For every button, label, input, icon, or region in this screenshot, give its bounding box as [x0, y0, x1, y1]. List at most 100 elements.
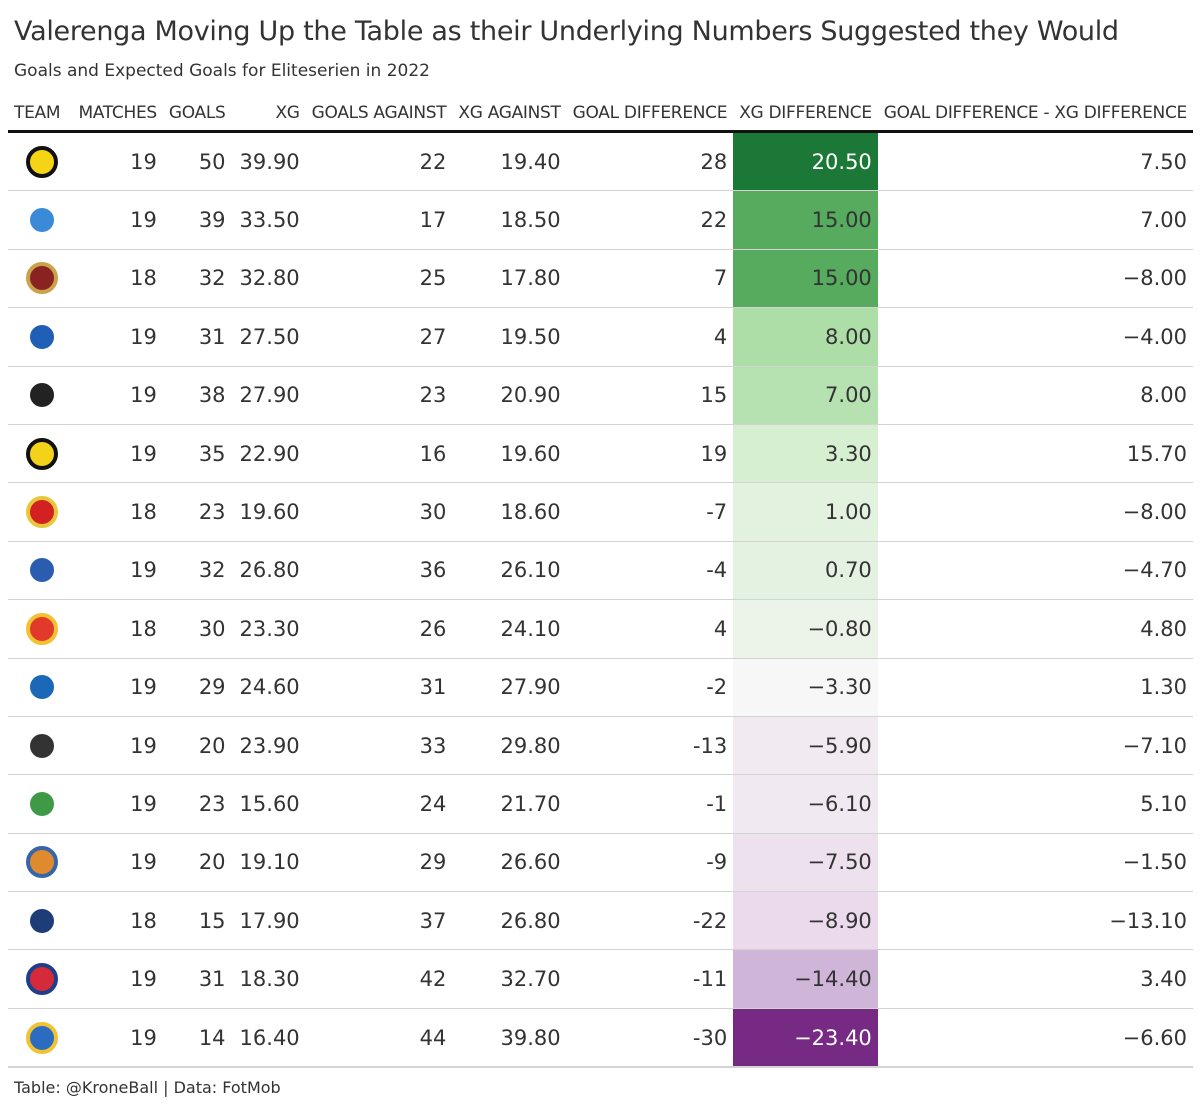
matches-cell: 19 [72, 366, 163, 425]
goal-difference-cell: 15 [566, 366, 734, 425]
col-header-gd-minus-xgd: GOAL DIFFERENCE - XG DIFFERENCE [877, 96, 1193, 133]
gd-minus-xgd-cell: 7.00 [877, 190, 1193, 250]
xg-cell: 27.90 [231, 366, 306, 425]
matches-cell: 19 [72, 658, 163, 717]
table-row: 19 50 39.90 22 19.40 28 20.50 7.50 [8, 131, 1193, 192]
xg-against-cell: 32.70 [452, 949, 567, 1009]
chart-subtitle: Goals and Expected Goals for Eliteserien… [14, 61, 430, 81]
xg-cell: 23.30 [231, 599, 306, 659]
xg-against-cell: 27.90 [452, 658, 567, 717]
xg-cell: 39.90 [231, 131, 306, 192]
table-row: 19 14 16.40 44 39.80 -30 −23.40 −6.60 [8, 1008, 1193, 1069]
jerv-logo [26, 1021, 58, 1054]
xg-against-cell: 18.60 [452, 482, 567, 542]
stromsgodset-logo [26, 612, 58, 645]
table-row: 18 30 23.30 26 24.10 4 −0.80 4.80 [8, 599, 1193, 659]
xg-difference-cell: 7.00 [733, 366, 878, 425]
goals-cell: 23 [162, 774, 232, 834]
goals-against-cell: 16 [305, 424, 453, 484]
team-cell [8, 891, 73, 951]
matches-cell: 19 [72, 541, 163, 601]
goals-cell: 39 [162, 190, 232, 250]
goal-difference-cell: -1 [566, 774, 734, 834]
xg-cell: 32.80 [231, 249, 306, 309]
col-header-goals: GOALS [162, 96, 232, 133]
col-header-xg-difference: XG DIFFERENCE [733, 96, 878, 133]
table-row: 18 23 19.60 30 18.60 -7 1.00 −8.00 [8, 482, 1193, 542]
xg-difference-cell: −3.30 [733, 658, 878, 717]
xg-cell: 27.50 [231, 307, 306, 367]
goals-against-cell: 36 [305, 541, 453, 601]
goals-cell: 29 [162, 658, 232, 717]
sarpsborg-logo [26, 554, 58, 587]
gd-minus-xgd-cell: 7.50 [877, 131, 1193, 192]
team-cell [8, 424, 73, 484]
matches-cell: 19 [72, 307, 163, 367]
valerenga-logo [26, 320, 58, 353]
goals-against-cell: 24 [305, 774, 453, 834]
xg-against-cell: 20.90 [452, 366, 567, 425]
goal-difference-cell: -30 [566, 1008, 734, 1069]
matches-cell: 18 [72, 599, 163, 659]
table-row: 19 32 26.80 36 26.10 -4 0.70 −4.70 [8, 541, 1193, 601]
team-cell [8, 307, 73, 367]
xg-against-cell: 26.80 [452, 891, 567, 951]
goals-against-cell: 29 [305, 833, 453, 893]
matches-cell: 18 [72, 891, 163, 951]
goal-difference-cell: -22 [566, 891, 734, 951]
gd-minus-xgd-cell: 5.10 [877, 774, 1193, 834]
xg-against-cell: 19.50 [452, 307, 567, 367]
xg-against-cell: 24.10 [452, 599, 567, 659]
col-header-xg-against: XG AGAINST [452, 96, 567, 133]
xg-cell: 26.80 [231, 541, 306, 601]
goals-cell: 32 [162, 249, 232, 309]
gd-minus-xgd-cell: −7.10 [877, 716, 1193, 776]
gd-minus-xgd-cell: −8.00 [877, 249, 1193, 309]
team-cell [8, 716, 73, 776]
goals-against-cell: 25 [305, 249, 453, 309]
molde-logo [26, 204, 58, 237]
matches-cell: 19 [72, 949, 163, 1009]
goals-against-cell: 30 [305, 482, 453, 542]
hamkam-logo [26, 787, 58, 820]
gd-minus-xgd-cell: 1.30 [877, 658, 1193, 717]
odd-logo [26, 729, 58, 762]
caption: Table: @KroneBall | Data: FotMob [14, 1078, 281, 1097]
goal-difference-cell: 28 [566, 131, 734, 192]
matches-cell: 19 [72, 833, 163, 893]
team-cell [8, 541, 73, 601]
goals-against-cell: 27 [305, 307, 453, 367]
team-cell [8, 599, 73, 659]
table-row: 19 31 27.50 27 19.50 4 8.00 −4.00 [8, 307, 1193, 367]
matches-cell: 19 [72, 1008, 163, 1069]
gd-minus-xgd-cell: −4.00 [877, 307, 1193, 367]
xg-cell: 15.60 [231, 774, 306, 834]
goals-cell: 20 [162, 833, 232, 893]
team-cell [8, 833, 73, 893]
tromso-logo [26, 496, 58, 529]
goal-difference-cell: 7 [566, 249, 734, 309]
goal-difference-cell: -7 [566, 482, 734, 542]
xg-difference-cell: −0.80 [733, 599, 878, 659]
xg-against-cell: 39.80 [452, 1008, 567, 1069]
goals-cell: 23 [162, 482, 232, 542]
gd-minus-xgd-cell: −13.10 [877, 891, 1193, 951]
col-header-xg: XG [231, 96, 306, 133]
goal-difference-cell: 22 [566, 190, 734, 250]
goals-cell: 15 [162, 891, 232, 951]
team-cell [8, 131, 73, 192]
chart-title: Valerenga Moving Up the Table as their U… [14, 16, 1119, 47]
goals-cell: 35 [162, 424, 232, 484]
goals-cell: 14 [162, 1008, 232, 1069]
col-header-matches: MATCHES [72, 96, 163, 133]
goals-against-cell: 42 [305, 949, 453, 1009]
xg-against-cell: 26.10 [452, 541, 567, 601]
xg-difference-cell: 20.50 [733, 131, 878, 192]
xg-against-cell: 21.70 [452, 774, 567, 834]
goals-cell: 50 [162, 131, 232, 192]
header-row: TEAM MATCHES GOALS XG GOALS AGAINST XG A… [8, 96, 1193, 133]
matches-cell: 19 [72, 424, 163, 484]
xg-difference-cell: 3.30 [733, 424, 878, 484]
matches-cell: 19 [72, 716, 163, 776]
goals-cell: 38 [162, 366, 232, 425]
